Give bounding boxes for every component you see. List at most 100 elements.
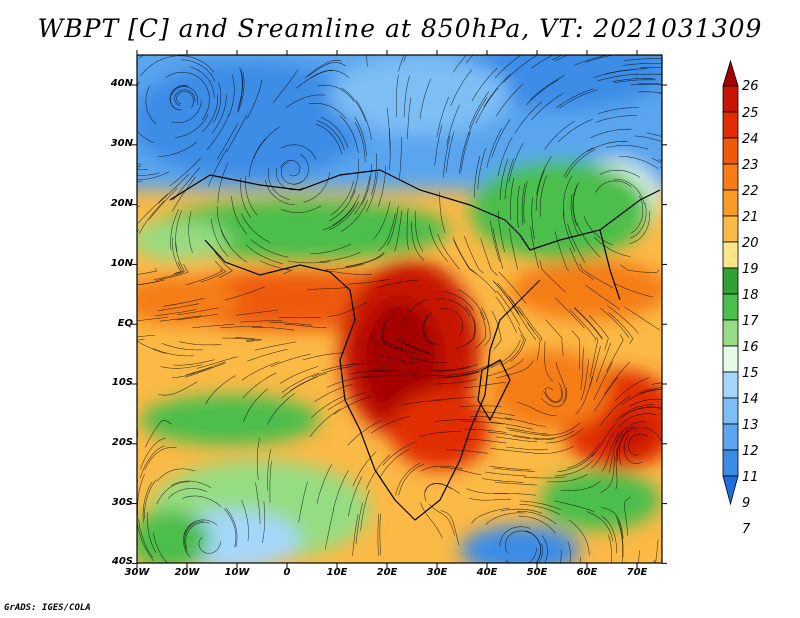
streamline [214, 250, 233, 278]
streamline [363, 370, 406, 373]
streamline [659, 73, 662, 75]
streamline [307, 62, 346, 77]
streamlines [137, 55, 662, 563]
streamline [272, 69, 299, 104]
credit-text: GrADS: IGES/COLA [4, 603, 91, 613]
streamline [505, 427, 548, 434]
streamline [419, 431, 462, 437]
streamline [519, 504, 561, 515]
streamline [490, 448, 533, 453]
colorbar-label: 19 [742, 262, 759, 277]
streamline [325, 264, 364, 271]
colorbar-swatch [722, 345, 739, 373]
streamline [250, 239, 289, 258]
streamline [397, 338, 436, 356]
streamline [225, 507, 238, 548]
streamline [381, 55, 383, 56]
streamline [436, 363, 479, 372]
streamline [535, 170, 545, 212]
streamline [280, 205, 322, 213]
streamline [449, 364, 491, 376]
lon-label: 60E [576, 567, 598, 578]
streamline [156, 481, 190, 505]
streamline [658, 92, 662, 94]
streamline [608, 312, 634, 344]
streamline [453, 239, 477, 275]
streamline [497, 282, 524, 317]
streamline [175, 210, 182, 252]
streamline [435, 298, 471, 318]
streamline [205, 375, 236, 405]
streamline [623, 58, 662, 62]
streamline [241, 499, 249, 541]
streamline [176, 313, 218, 321]
streamline [600, 307, 630, 339]
streamline [541, 422, 581, 436]
streamline [243, 388, 268, 423]
streamline [399, 137, 402, 180]
streamline [316, 464, 333, 504]
streamline [628, 211, 650, 244]
streamline [659, 166, 662, 169]
streamline [304, 60, 342, 79]
streamline [333, 470, 349, 510]
colorbar-swatch [722, 59, 739, 87]
streamline [492, 228, 504, 269]
streamline [619, 428, 633, 466]
streamline [324, 508, 335, 550]
lon-label: 20W [174, 567, 200, 578]
streamline [612, 78, 655, 83]
streamline [519, 500, 561, 510]
streamline [354, 121, 366, 163]
streamline [556, 88, 594, 109]
axis-ticks [132, 50, 667, 568]
streamline [154, 309, 197, 317]
streamline [636, 73, 662, 75]
streamline [545, 319, 564, 356]
lat-label: 20S [111, 437, 133, 448]
streamline [559, 549, 562, 563]
streamline [377, 279, 419, 288]
colorbar-label: 13 [742, 418, 759, 433]
lon-label: 0 [283, 567, 291, 578]
streamline [329, 189, 356, 222]
streamline [504, 158, 515, 200]
streamline [267, 393, 295, 425]
streamline [363, 375, 406, 378]
streamline [344, 363, 387, 366]
streamline [512, 435, 555, 440]
streamline [583, 216, 613, 246]
lon-label: 30W [124, 567, 150, 578]
streamline [308, 103, 347, 119]
streamline [147, 512, 157, 553]
streamline [311, 366, 353, 378]
streamline [573, 307, 603, 340]
streamline [560, 480, 601, 491]
streamline [237, 70, 243, 112]
streamline [226, 114, 247, 153]
streamline [306, 287, 349, 291]
streamline [555, 55, 569, 62]
streamline [438, 290, 475, 312]
streamline [651, 157, 662, 164]
streamline [570, 193, 579, 235]
lat-label: 40S [111, 556, 133, 567]
streamline [137, 522, 154, 562]
streamline [310, 243, 352, 255]
streamline [601, 515, 618, 554]
streamline [319, 251, 361, 263]
streamline [468, 91, 490, 129]
streamline [140, 55, 176, 77]
colorbar-swatch [722, 475, 739, 506]
streamline [587, 140, 628, 152]
streamline [201, 81, 210, 121]
streamline [486, 358, 524, 377]
streamline [484, 471, 527, 477]
streamline [269, 322, 312, 326]
streamline [269, 460, 272, 503]
streamline [175, 114, 209, 138]
streamline [402, 399, 444, 406]
streamline [365, 171, 378, 212]
streamline [137, 334, 155, 338]
